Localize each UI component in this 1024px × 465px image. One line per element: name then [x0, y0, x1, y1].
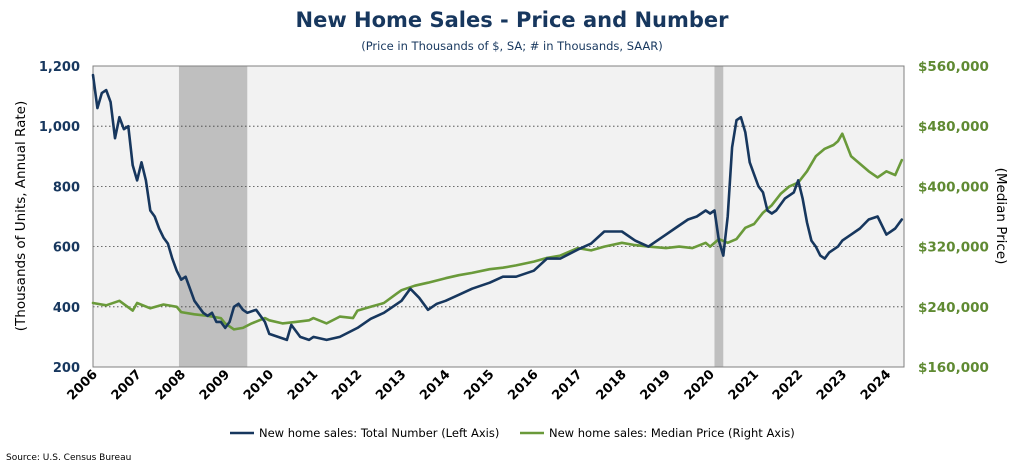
x-tick-label: 2009 [197, 367, 233, 403]
x-tick-label: 2013 [373, 367, 409, 403]
x-tick-label: 2017 [549, 367, 585, 403]
x-tick-label: 2019 [638, 367, 674, 403]
plot-border [92, 65, 905, 368]
y-right-tick-label: $480,000 [918, 119, 989, 135]
x-tick-label: 2008 [153, 367, 189, 403]
y-axis-left-label: (Thousands of Units, Annual Rate) [13, 101, 29, 331]
y-left-tick-label: 800 [53, 180, 80, 195]
gridlines [93, 125, 904, 308]
y-left-tick-label: 200 [53, 361, 80, 376]
y-axis-right-ticks: $160,000 $240,000 $320,000 $400,000 $480,000… [918, 59, 989, 376]
x-tick-label: 2018 [594, 367, 630, 403]
y-axis-left-ticks: 200 400 600 800 1,000 1,200 [39, 60, 80, 376]
x-axis-ticks: 2006 2007 2008 2009 2010 2011 2012 2013 2014 2015… [65, 367, 895, 403]
x-tick-label: 2015 [461, 367, 497, 403]
x-tick-label: 2014 [417, 367, 453, 403]
y-left-tick-label: 1,000 [39, 120, 80, 135]
y-left-tick-label: 1,200 [39, 60, 80, 75]
recession-bands [178, 66, 724, 367]
y-left-tick-label: 400 [53, 301, 80, 316]
y-right-tick-label: $400,000 [918, 179, 989, 195]
recession-band [714, 66, 724, 367]
y-right-tick-label: $320,000 [918, 240, 989, 256]
legend-label: New home sales: Total Number (Left Axis) [259, 426, 499, 440]
y-axis-right-label: (Median Price) [993, 168, 1009, 265]
x-tick-label: 2010 [241, 367, 277, 403]
x-tick-label: 2024 [858, 367, 894, 403]
chart-subtitle: (Price in Thousands of $, SA; # in Thous… [361, 39, 663, 53]
x-tick-label: 2011 [285, 367, 321, 403]
x-tick-label: 2022 [770, 367, 806, 403]
x-tick-label: 2012 [329, 367, 365, 403]
legend-label: New home sales: Median Price (Right Axis… [549, 426, 795, 440]
source-note: Source: U.S. Census Bureau [6, 453, 131, 463]
recession-band [178, 66, 248, 367]
x-tick-label: 2021 [726, 367, 762, 403]
x-tick-label: 2016 [505, 367, 541, 403]
series-lines [91, 73, 904, 342]
x-tick-label: 2020 [682, 367, 718, 403]
y-left-tick-label: 600 [53, 241, 80, 256]
y-right-tick-label: $560,000 [918, 59, 989, 75]
x-tick-label: 2007 [109, 367, 145, 403]
chart-title: New Home Sales - Price and Number [296, 8, 730, 32]
series-line-total-number [91, 73, 904, 342]
y-right-tick-label: $160,000 [918, 360, 989, 376]
y-right-tick-label: $240,000 [918, 300, 989, 316]
x-tick-label: 2023 [814, 367, 850, 403]
legend: New home sales: Total Number (Left Axis)… [230, 426, 795, 440]
